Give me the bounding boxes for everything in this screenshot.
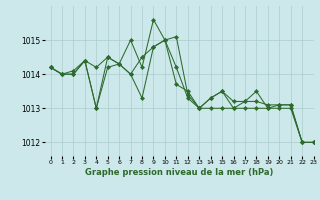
X-axis label: Graphe pression niveau de la mer (hPa): Graphe pression niveau de la mer (hPa) — [85, 168, 273, 177]
